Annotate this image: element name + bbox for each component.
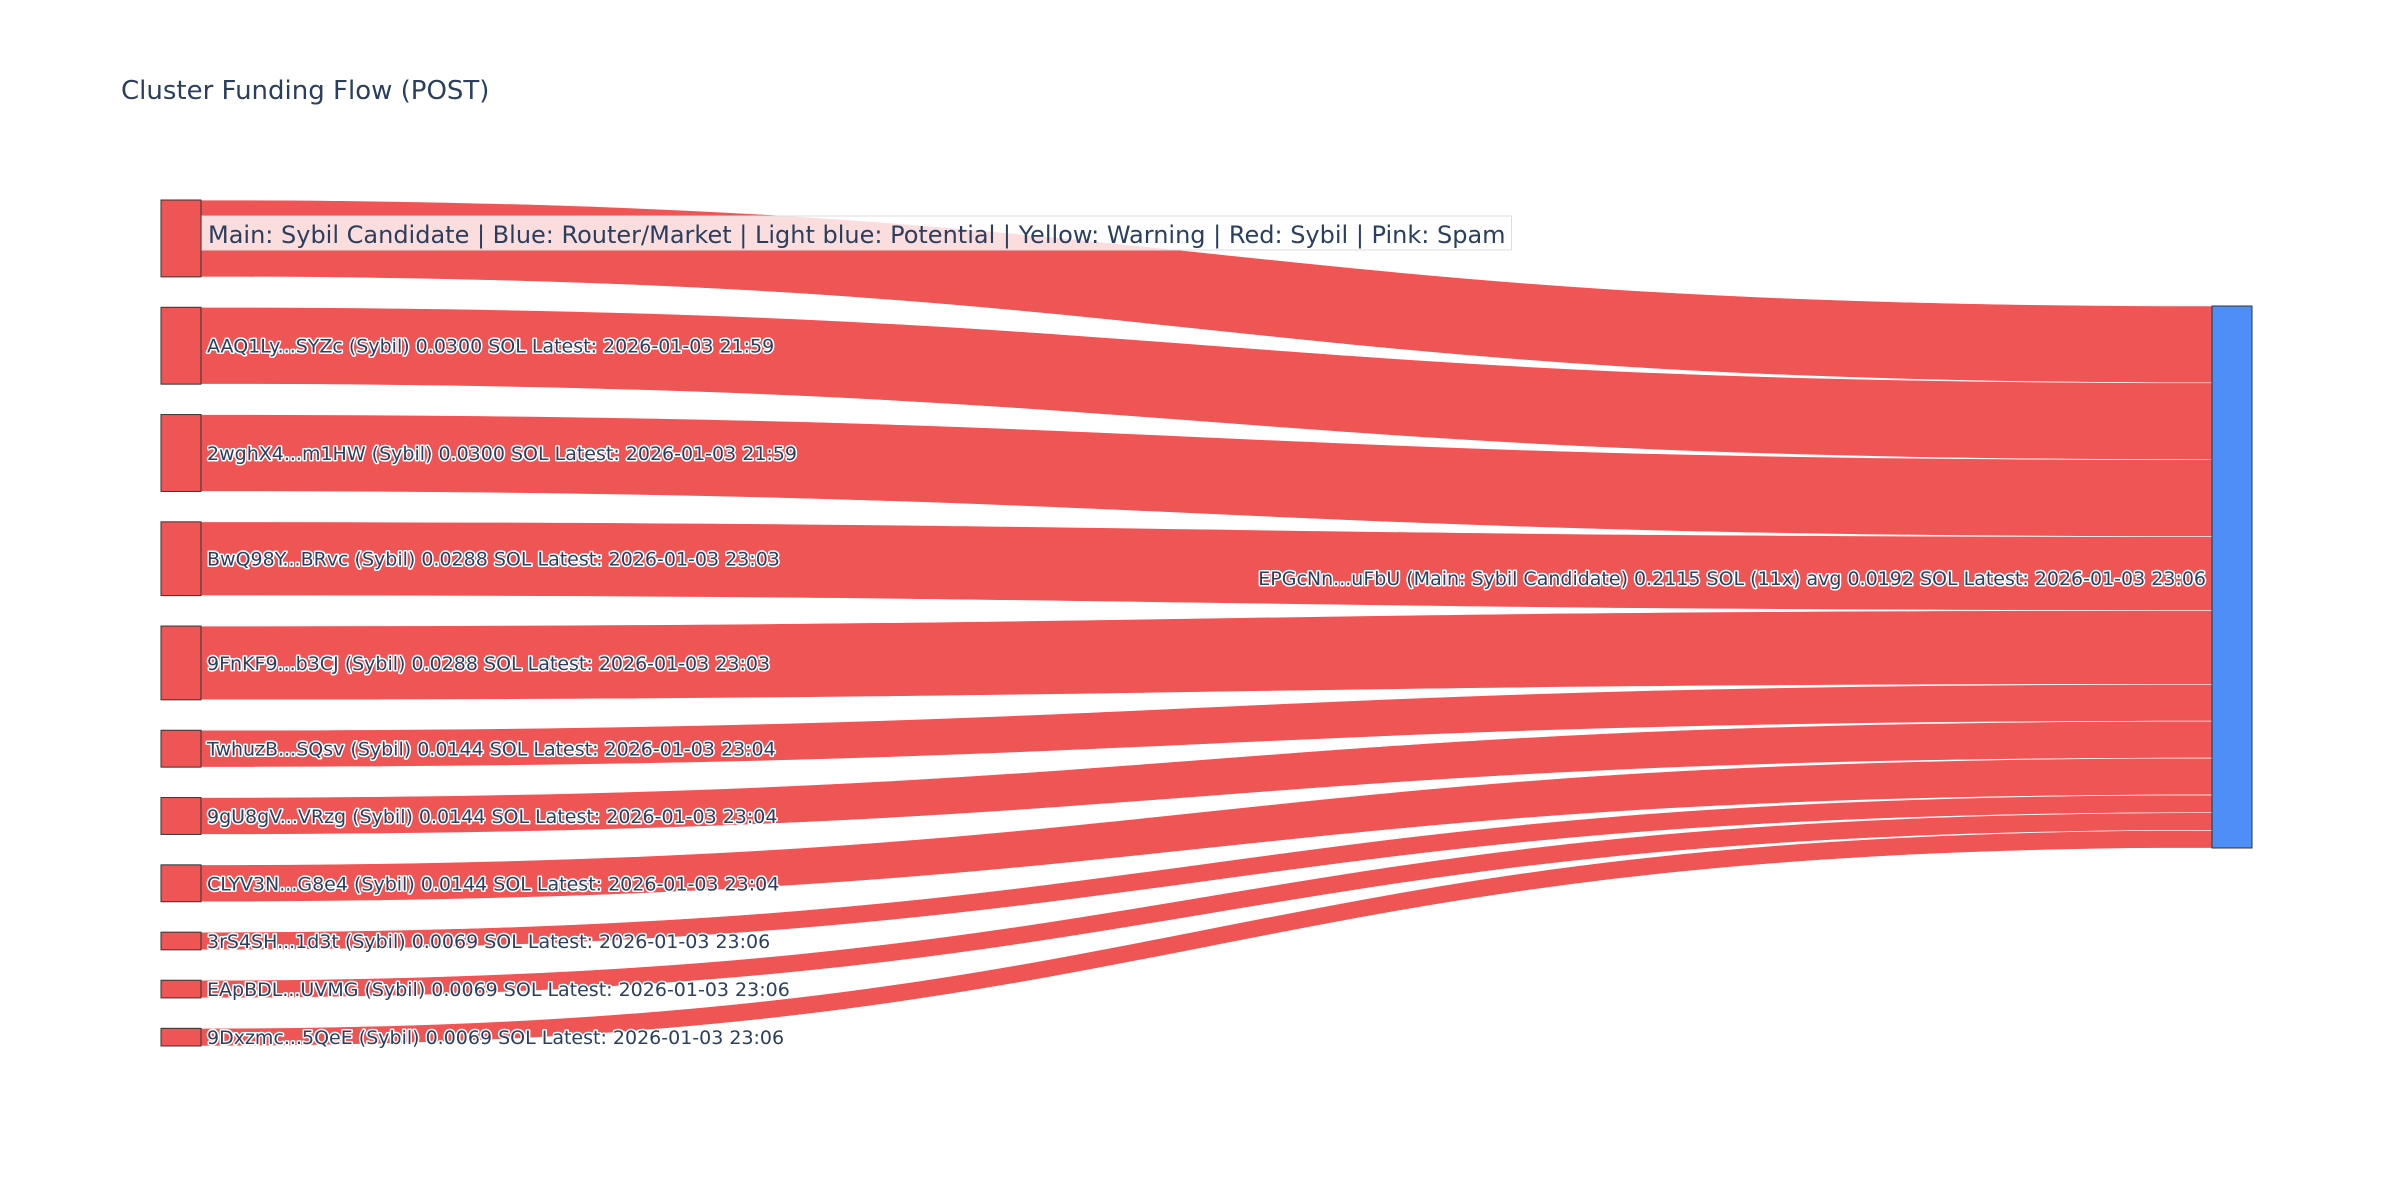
source-node (160, 979, 202, 999)
source-node (160, 199, 202, 278)
target-node-label: EPGcNn...uFbU (Main: Sybil Candidate) 0.… (1258, 568, 2206, 590)
source-node (160, 797, 202, 835)
source-node (160, 931, 202, 951)
flow-nodes (160, 199, 2253, 1047)
source-node (160, 864, 202, 903)
source-node (160, 521, 202, 597)
source-node-label: BwQ98Y...BRvc (Sybil) 0.0288 SOL Latest:… (207, 549, 780, 571)
source-node-label: 9gU8gV...VRzg (Sybil) 0.0144 SOL Latest:… (207, 806, 777, 828)
node-labels: AAQ1Ly...SYZc (Sybil) 0.0300 SOL Latest:… (205, 334, 2208, 1050)
source-node (160, 625, 202, 701)
source-node (160, 729, 202, 768)
source-node-label: AAQ1Ly...SYZc (Sybil) 0.0300 SOL Latest:… (207, 336, 774, 358)
source-node-label: 3rS4SH...1d3t (Sybil) 0.0069 SOL Latest:… (207, 931, 770, 953)
source-node-label: 9FnKF9...b3CJ (Sybil) 0.0288 SOL Latest:… (207, 653, 770, 675)
source-node-label: CLYV3N...G8e4 (Sybil) 0.0144 SOL Latest:… (207, 873, 779, 895)
source-node (160, 306, 202, 385)
legend-box (201, 215, 1513, 251)
source-node (160, 1027, 202, 1047)
flow-links (200, 199, 2213, 1047)
source-node-label: 2wghX4...m1HW (Sybil) 0.0300 SOL Latest:… (207, 443, 797, 465)
source-node-label: EApBDL...UVMG (Sybil) 0.0069 SOL Latest:… (207, 979, 790, 1001)
legend: Main: Sybil Candidate | Blue: Router/Mar… (201, 215, 1513, 251)
source-node (160, 414, 202, 492)
legend-text: Main: Sybil Candidate | Blue: Router/Mar… (208, 221, 1506, 249)
chart-title: Cluster Funding Flow (POST) (121, 76, 489, 106)
source-node-label: 9Dxzmc...5QeE (Sybil) 0.0069 SOL Latest:… (207, 1027, 784, 1049)
target-node (2211, 305, 2253, 849)
source-node-label: TwhuzB...SQsv (Sybil) 0.0144 SOL Latest:… (206, 739, 776, 761)
